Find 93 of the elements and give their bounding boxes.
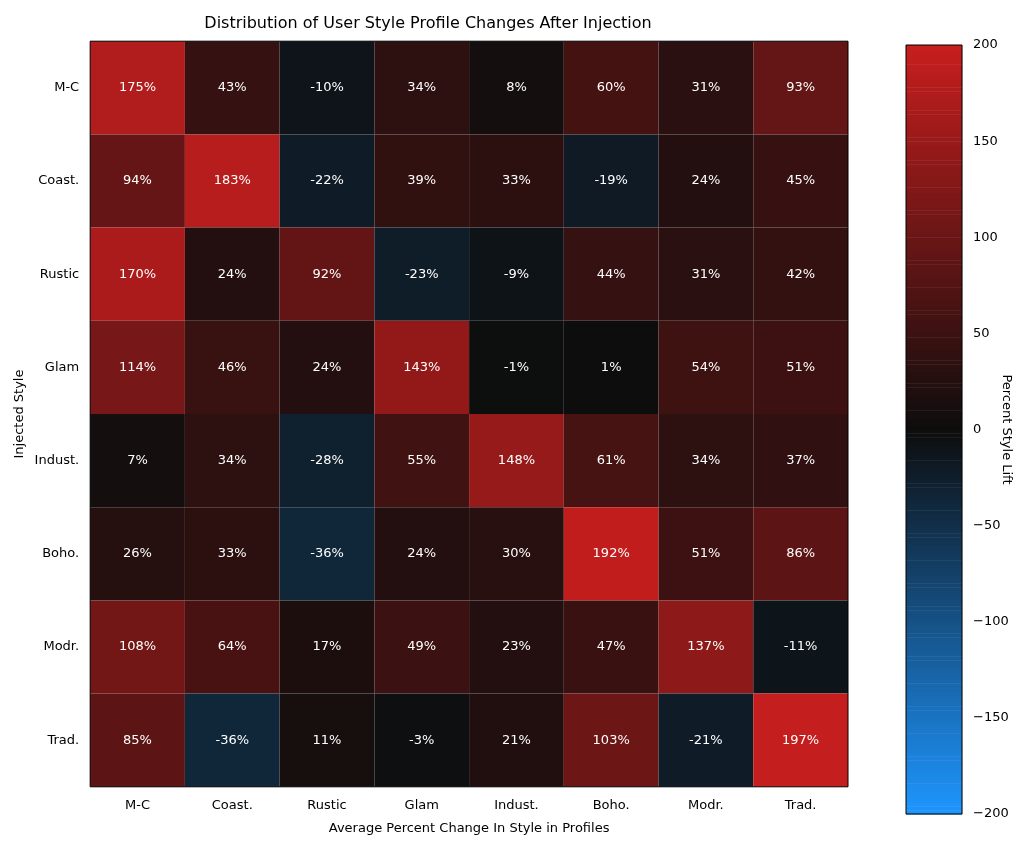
data-label: 37% [786,451,816,467]
data-label: 51% [691,545,721,561]
data-label: 143% [403,358,441,374]
y-tick-label: Modr. [43,638,80,654]
data-label: 49% [407,638,437,654]
data-label: 51% [786,358,816,374]
data-label: 47% [596,638,626,654]
data-label: 60% [596,79,626,95]
data-label: 114% [118,358,157,374]
y-tick-label: M-C [54,79,80,95]
data-label: 31% [691,265,721,281]
x-tick-label: Modr. [688,796,724,812]
data-label: -9% [503,265,530,281]
data-label: 17% [312,638,342,654]
data-label: 34% [407,79,437,95]
color-bar-title: Percent Style Lift [999,374,1015,485]
color-bar-label: −50 [973,517,1001,532]
data-label: 93% [786,79,816,95]
data-label: 7% [127,451,148,467]
data-label: 197% [782,731,820,747]
data-label: 170% [118,265,157,281]
data-label: -28% [310,451,344,467]
data-label: -36% [215,731,250,747]
x-tick-label: Indust. [494,796,539,812]
y-tick-label: Glam [44,358,80,374]
data-label: -23% [404,265,439,281]
color-bar-label: 0 [973,420,982,436]
x-axis-title: Average Percent Change In Style in Profiles [328,819,610,835]
y-tick-label: Rustic [39,265,80,281]
data-label: 43% [217,79,247,95]
data-label: 46% [217,358,247,374]
data-label: 137% [687,638,725,654]
data-label: 11% [312,731,342,747]
color-bar-label: 50 [973,324,990,340]
y-tick-label: Coast. [38,172,80,188]
color-bar-label: 150 [973,132,998,148]
data-label: 85% [123,731,152,747]
data-label: 103% [592,731,630,747]
data-label: 192% [592,545,630,561]
data-label: -22% [310,172,344,188]
data-label: 39% [407,172,437,188]
color-bar-label: −200 [973,805,1009,821]
color-bar-label: 100 [973,228,998,244]
data-label: 45% [786,172,816,188]
data-label: -10% [310,79,344,95]
data-label: 24% [217,265,247,281]
data-label: 61% [596,451,626,467]
chart-title: Distribution of User Style Profile Changes After Injection [204,12,652,32]
data-label: 86% [786,545,816,561]
color-bar-label: 200 [973,36,998,52]
y-tick-label: Trad. [46,731,80,747]
data-label: 24% [691,172,721,188]
data-label: 42% [786,265,816,281]
data-label: 64% [217,638,247,654]
x-tick-label: Glam [404,796,439,812]
data-label: 26% [123,545,152,561]
data-label: 92% [312,265,342,281]
data-label: 24% [312,358,342,374]
color-bar-label: −150 [973,709,1009,725]
data-label: 108% [118,638,157,654]
data-label: -19% [594,172,628,188]
x-tick-label: Trad. [783,796,817,812]
data-label: 31% [691,79,721,95]
data-label: 54% [691,358,721,374]
data-label: 8% [506,79,527,95]
data-label: 1% [600,358,622,374]
data-label: 34% [217,451,247,467]
data-label: -1% [503,358,530,374]
color-bar-label: −100 [973,613,1009,629]
data-label: -11% [783,638,818,654]
data-label: -3% [409,731,435,747]
y-tick-label: Boho. [42,545,80,561]
data-label: 55% [407,451,437,467]
data-label: 30% [501,545,531,561]
y-axis-title: Injected Style [11,369,27,459]
x-tick-label: M-C [125,796,151,812]
x-tick-label: Boho. [592,796,630,812]
data-label: 175% [118,79,157,95]
data-label: -36% [310,545,344,561]
data-label: 23% [501,638,531,654]
data-label: 183% [213,172,251,188]
data-label: 33% [217,545,247,561]
data-label: 44% [596,265,626,281]
data-label: 94% [123,172,152,188]
y-tick-label: Indust. [34,451,80,467]
data-label: 34% [691,451,721,467]
data-label: 33% [501,172,531,188]
x-tick-label: Coast. [211,796,253,812]
data-label: 148% [497,451,536,467]
data-label: -21% [689,731,723,747]
data-label: 24% [407,545,437,561]
x-tick-label: Rustic [307,796,347,812]
data-label: 21% [501,731,531,747]
